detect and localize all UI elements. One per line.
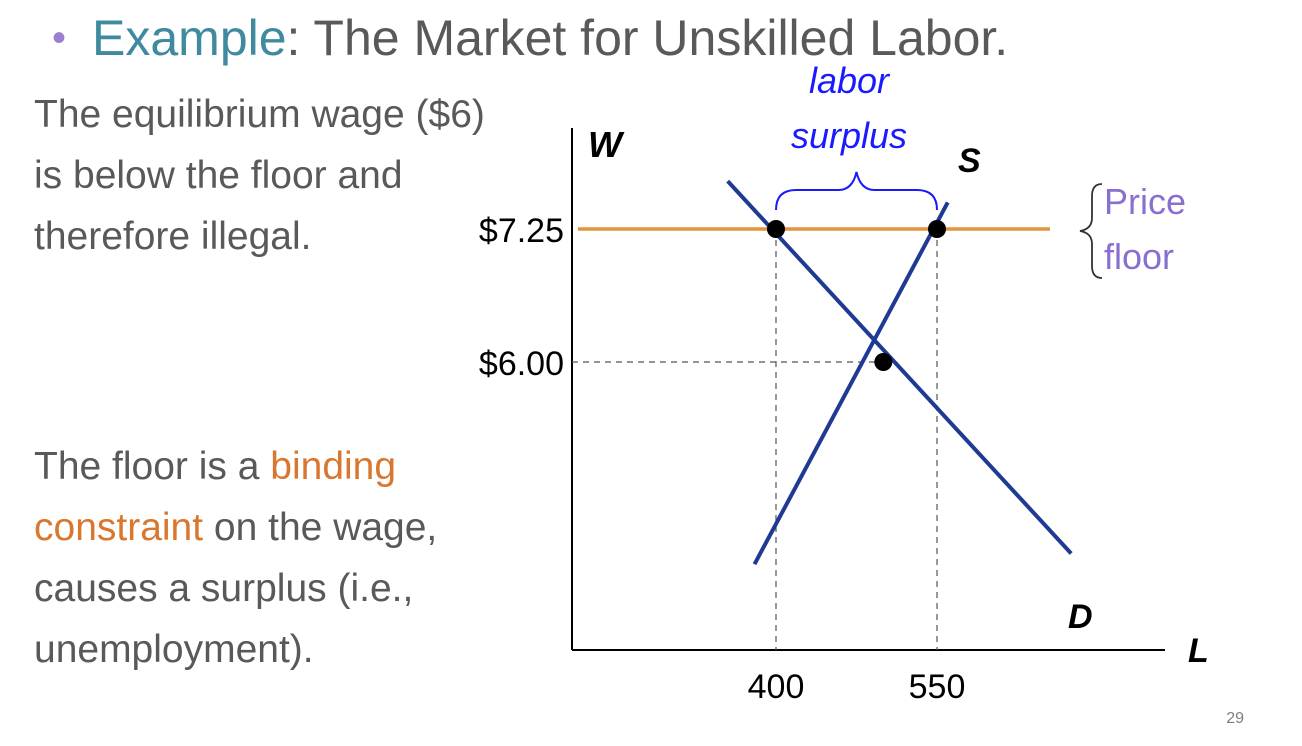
labor-surplus-annotation: labor surplus xyxy=(775,60,938,211)
price-floor-layer: Price floor xyxy=(578,181,1186,279)
tick-labels: $7.25 $6.00 400 550 xyxy=(479,212,965,706)
y-axis-label: W xyxy=(588,124,625,165)
demand-curve-label: D xyxy=(1068,598,1093,636)
price-floor-brace xyxy=(1079,183,1103,279)
x-axis-label: L xyxy=(1188,632,1209,670)
surplus-label-line2: surplus xyxy=(791,115,907,156)
binding-constraint-highlight: binding constraint xyxy=(34,445,397,549)
supply-curve-label: S xyxy=(958,142,981,180)
title-rest: : The Market for Unskilled Labor. xyxy=(286,10,1009,66)
para2-pre: The floor is a xyxy=(34,445,271,488)
bullet-icon: • xyxy=(52,16,67,60)
title-accent: Example xyxy=(92,10,287,66)
surplus-brace xyxy=(775,171,938,211)
slide-title: • Example: The Market for Unskilled Labor… xyxy=(52,8,1008,68)
curve-s xyxy=(752,201,950,566)
curve-d xyxy=(726,179,1073,555)
price-floor-label-line1: Price xyxy=(1104,181,1186,222)
x-tick-label-1: 550 xyxy=(909,668,966,706)
y-tick-label-1: $6.00 xyxy=(479,345,564,383)
equilibrium-explanation: The equilibrium wage ($6) is below the f… xyxy=(34,93,485,258)
binding-constraint-explanation: The floor is a binding constraint on the… xyxy=(34,436,534,680)
page-number: 29 xyxy=(1226,710,1244,727)
equilibrium-point xyxy=(874,353,893,371)
x-tick-label-0: 400 xyxy=(748,668,805,706)
surplus-label-line1: labor xyxy=(809,60,891,101)
curves: SD xyxy=(726,142,1093,636)
points xyxy=(767,220,946,371)
para2-post: on the wage, causes a surplus (i.e., une… xyxy=(34,506,438,671)
price-floor-label-line2: floor xyxy=(1104,236,1174,277)
floor-point-0 xyxy=(767,220,785,238)
y-tick-label-0: $7.25 xyxy=(479,212,564,250)
floor-point-1 xyxy=(928,220,946,238)
guide-lines xyxy=(572,229,938,650)
